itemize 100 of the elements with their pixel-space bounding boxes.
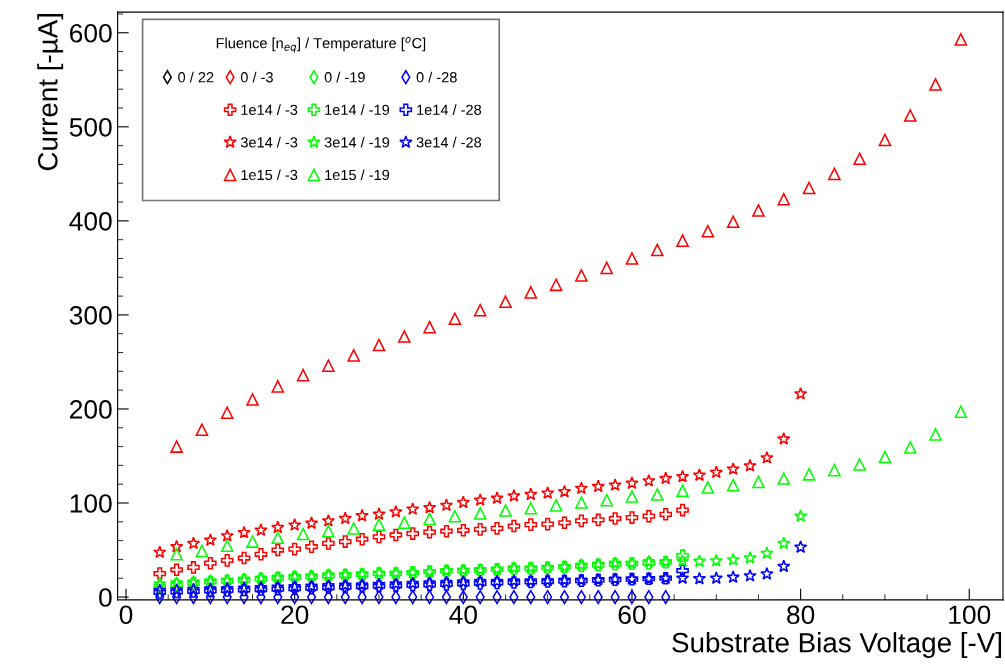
legend-label: 3e14 / -19 <box>324 136 390 148</box>
point <box>220 406 234 420</box>
point <box>220 554 234 567</box>
point <box>726 462 740 475</box>
point <box>322 359 335 373</box>
point <box>625 476 639 490</box>
point <box>709 465 723 479</box>
point <box>676 234 689 247</box>
point <box>347 349 361 362</box>
point <box>575 269 588 282</box>
point <box>473 303 487 317</box>
point <box>423 525 436 539</box>
point <box>372 507 386 521</box>
point <box>760 450 774 464</box>
point <box>456 523 470 537</box>
point <box>499 504 512 517</box>
y-axis-title: Current [-µA] <box>37 14 64 171</box>
point <box>558 516 571 530</box>
legend-label: 3e14 / -3 <box>240 136 298 148</box>
point <box>853 458 866 471</box>
point <box>726 552 740 566</box>
point <box>760 566 774 580</box>
point <box>423 320 436 334</box>
point <box>591 513 605 527</box>
point <box>397 516 411 530</box>
point <box>321 513 336 527</box>
point <box>169 539 184 553</box>
point <box>254 547 268 561</box>
point <box>692 554 707 568</box>
point <box>675 469 690 483</box>
legend-label: 0 / 22 <box>178 71 214 83</box>
point <box>878 450 892 464</box>
point <box>828 463 841 477</box>
point <box>305 540 318 554</box>
point <box>372 518 386 531</box>
point <box>439 498 454 512</box>
point <box>271 380 285 393</box>
point <box>709 553 723 567</box>
point <box>777 559 791 573</box>
point <box>701 224 715 238</box>
point <box>254 523 268 537</box>
point <box>828 167 841 181</box>
point <box>338 535 352 548</box>
point <box>347 522 361 535</box>
point <box>448 312 462 325</box>
point <box>650 243 664 257</box>
point <box>246 393 259 406</box>
point <box>600 261 613 275</box>
point <box>793 509 808 522</box>
point <box>575 514 588 528</box>
point <box>608 512 622 525</box>
legend-label: 1e14 / -28 <box>417 104 482 115</box>
point <box>507 488 521 502</box>
point <box>777 192 791 206</box>
x-tick-label: 0 <box>119 605 133 625</box>
point <box>650 488 664 501</box>
point <box>372 530 386 544</box>
point <box>853 152 866 166</box>
point <box>406 502 420 515</box>
point <box>389 528 403 542</box>
point <box>709 571 723 585</box>
point <box>246 535 259 548</box>
point <box>878 133 892 147</box>
point <box>743 458 757 472</box>
legend-label: 0 / -3 <box>240 71 273 83</box>
point <box>304 516 319 530</box>
point <box>422 500 437 514</box>
point <box>397 330 411 343</box>
legend-label: 1e14 / -3 <box>241 104 298 115</box>
point <box>322 537 335 550</box>
point <box>490 491 504 505</box>
point <box>473 523 487 536</box>
point <box>752 475 765 489</box>
point <box>541 517 554 531</box>
point <box>608 478 622 491</box>
point <box>271 543 285 557</box>
point <box>423 512 436 526</box>
point <box>676 564 689 578</box>
point <box>676 549 689 562</box>
point <box>170 440 183 453</box>
point <box>170 547 183 561</box>
point <box>338 511 352 525</box>
point <box>574 481 589 495</box>
point <box>540 486 555 499</box>
legend-label: 1e15 / -3 <box>241 169 298 181</box>
point <box>954 405 968 419</box>
point <box>625 490 639 503</box>
point <box>490 522 504 535</box>
point <box>448 509 462 523</box>
x-axis-title: Substrate Bias Voltage [-V] <box>672 632 1002 659</box>
point <box>692 468 707 482</box>
point <box>777 472 791 485</box>
point <box>389 504 403 518</box>
point <box>355 532 369 546</box>
legend-label: 1e15 / -19 <box>325 169 390 181</box>
point <box>675 571 690 585</box>
point <box>440 524 453 538</box>
point <box>726 478 740 492</box>
point <box>600 493 613 507</box>
point <box>195 423 209 436</box>
